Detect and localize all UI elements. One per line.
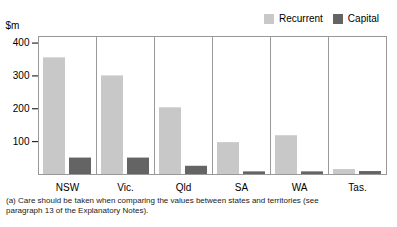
svg-text:Tas.: Tas. [348, 182, 366, 193]
svg-text:Vic.: Vic. [117, 182, 134, 193]
svg-text:WA: WA [292, 182, 308, 193]
svg-text:Qld: Qld [176, 182, 192, 193]
html-text:Capital: Capital [347, 13, 379, 24]
svg-text:$m: $m [6, 20, 20, 31]
svg-text:300: 300 [13, 70, 30, 81]
html-text:paragraph 13 of the Explanator: paragraph 13 of the Explanatory Notes). [6, 206, 149, 215]
svg-text:200: 200 [13, 103, 30, 114]
svg-text:400: 400 [13, 37, 30, 48]
svg-text:100: 100 [13, 136, 30, 147]
html-text:Recurrent: Recurrent [279, 13, 323, 24]
html-text:(a) Care should be taken when: (a) Care should be taken when comparing … [6, 196, 319, 205]
svg-text:SA: SA [235, 182, 249, 193]
svg-text:NSW: NSW [56, 182, 80, 193]
